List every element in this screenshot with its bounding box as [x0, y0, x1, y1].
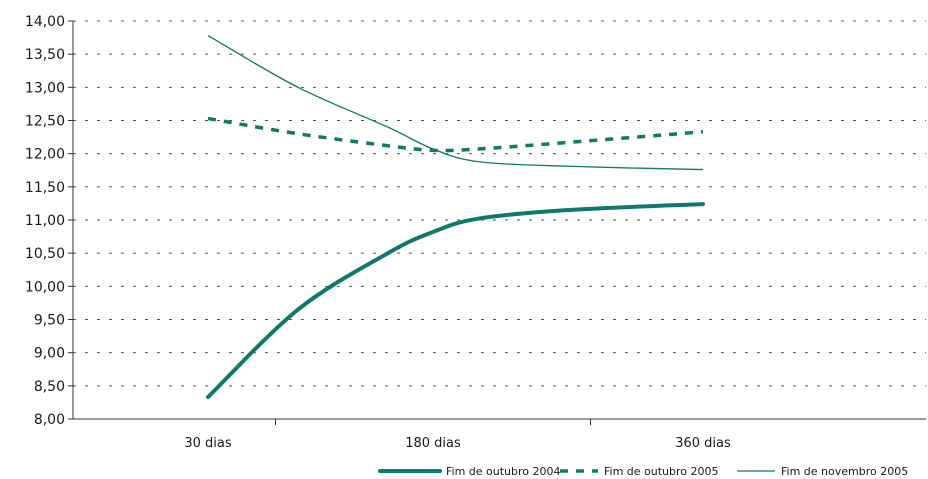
y-tick-label: 10,00 [25, 279, 65, 295]
y-tick-label: 8,50 [34, 379, 65, 395]
y-tick-label: 13,00 [25, 80, 65, 96]
y-tick-label: 12,50 [25, 114, 65, 130]
series-line-1 [206, 202, 705, 400]
series-line-3 [207, 35, 704, 171]
x-tick-label: 180 dias [405, 436, 461, 451]
y-tick-label: 10,50 [25, 246, 65, 262]
y-tick-label: 8,00 [34, 412, 65, 428]
legend: Fim de outubro 2004 Fim de outubro 2005 Fi… [378, 465, 908, 478]
y-tick-label: 11,00 [25, 213, 65, 229]
x-tick-label: 30 dias [184, 436, 232, 451]
y-tick-label: 13,50 [25, 47, 65, 63]
gridlines [73, 20, 926, 387]
series-lines [206, 35, 705, 400]
y-tick-label: 9,00 [34, 346, 65, 362]
series-line-2 [207, 116, 704, 153]
y-tick-label: 12,00 [25, 147, 65, 163]
y-tick-label: 11,50 [25, 180, 65, 196]
x-tick-label: 360 dias [675, 436, 731, 451]
y-tick-label: 14,00 [25, 14, 65, 30]
legend-label-2: Fim de outubro 2005 [604, 465, 719, 478]
legend-label-3: Fim de novembro 2005 [781, 465, 908, 478]
y-tick-label: 9,50 [34, 313, 65, 329]
axes: 8,00 8,50 9,00 9,50 10,00 10,50 11,00 11,50 12,0… [25, 14, 926, 451]
legend-label-1: Fim de outubro 2004 [446, 465, 561, 478]
